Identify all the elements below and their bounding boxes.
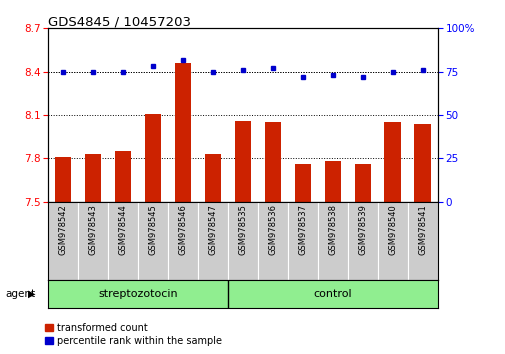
- Text: GSM978536: GSM978536: [268, 204, 277, 255]
- FancyBboxPatch shape: [377, 202, 407, 280]
- Text: GSM978545: GSM978545: [148, 204, 157, 255]
- FancyBboxPatch shape: [317, 202, 347, 280]
- Bar: [85, 154, 101, 202]
- FancyBboxPatch shape: [287, 202, 317, 280]
- Text: GSM978546: GSM978546: [178, 204, 187, 255]
- Text: streptozotocin: streptozotocin: [98, 289, 177, 299]
- Bar: [294, 164, 311, 202]
- FancyBboxPatch shape: [197, 202, 227, 280]
- Text: agent: agent: [5, 289, 35, 299]
- Bar: [55, 157, 71, 202]
- Text: GSM978544: GSM978544: [118, 204, 127, 255]
- FancyBboxPatch shape: [227, 202, 258, 280]
- Text: GSM978537: GSM978537: [298, 204, 307, 255]
- Text: GDS4845 / 10457203: GDS4845 / 10457203: [48, 16, 191, 29]
- FancyBboxPatch shape: [48, 202, 78, 280]
- Bar: [264, 122, 281, 202]
- Bar: [234, 121, 250, 202]
- FancyBboxPatch shape: [258, 202, 287, 280]
- FancyBboxPatch shape: [78, 202, 108, 280]
- Text: control: control: [313, 289, 351, 299]
- Bar: [354, 164, 370, 202]
- Legend: transformed count, percentile rank within the sample: transformed count, percentile rank withi…: [45, 323, 222, 346]
- Text: GSM978541: GSM978541: [417, 204, 426, 255]
- FancyBboxPatch shape: [168, 202, 197, 280]
- FancyBboxPatch shape: [138, 202, 168, 280]
- Text: GSM978542: GSM978542: [59, 204, 68, 255]
- Text: GSM978547: GSM978547: [208, 204, 217, 255]
- FancyBboxPatch shape: [407, 202, 437, 280]
- Text: GSM978540: GSM978540: [387, 204, 396, 255]
- Bar: [115, 151, 131, 202]
- Text: GSM978535: GSM978535: [238, 204, 247, 255]
- FancyBboxPatch shape: [108, 202, 138, 280]
- Bar: [174, 63, 191, 202]
- FancyBboxPatch shape: [347, 202, 377, 280]
- Bar: [144, 114, 161, 202]
- Bar: [384, 122, 400, 202]
- Text: GSM978543: GSM978543: [88, 204, 97, 255]
- Text: GSM978538: GSM978538: [328, 204, 337, 255]
- Text: GSM978539: GSM978539: [358, 204, 367, 255]
- Bar: [414, 124, 430, 202]
- Bar: [204, 154, 221, 202]
- Text: ▶: ▶: [28, 289, 35, 299]
- Bar: [324, 161, 340, 202]
